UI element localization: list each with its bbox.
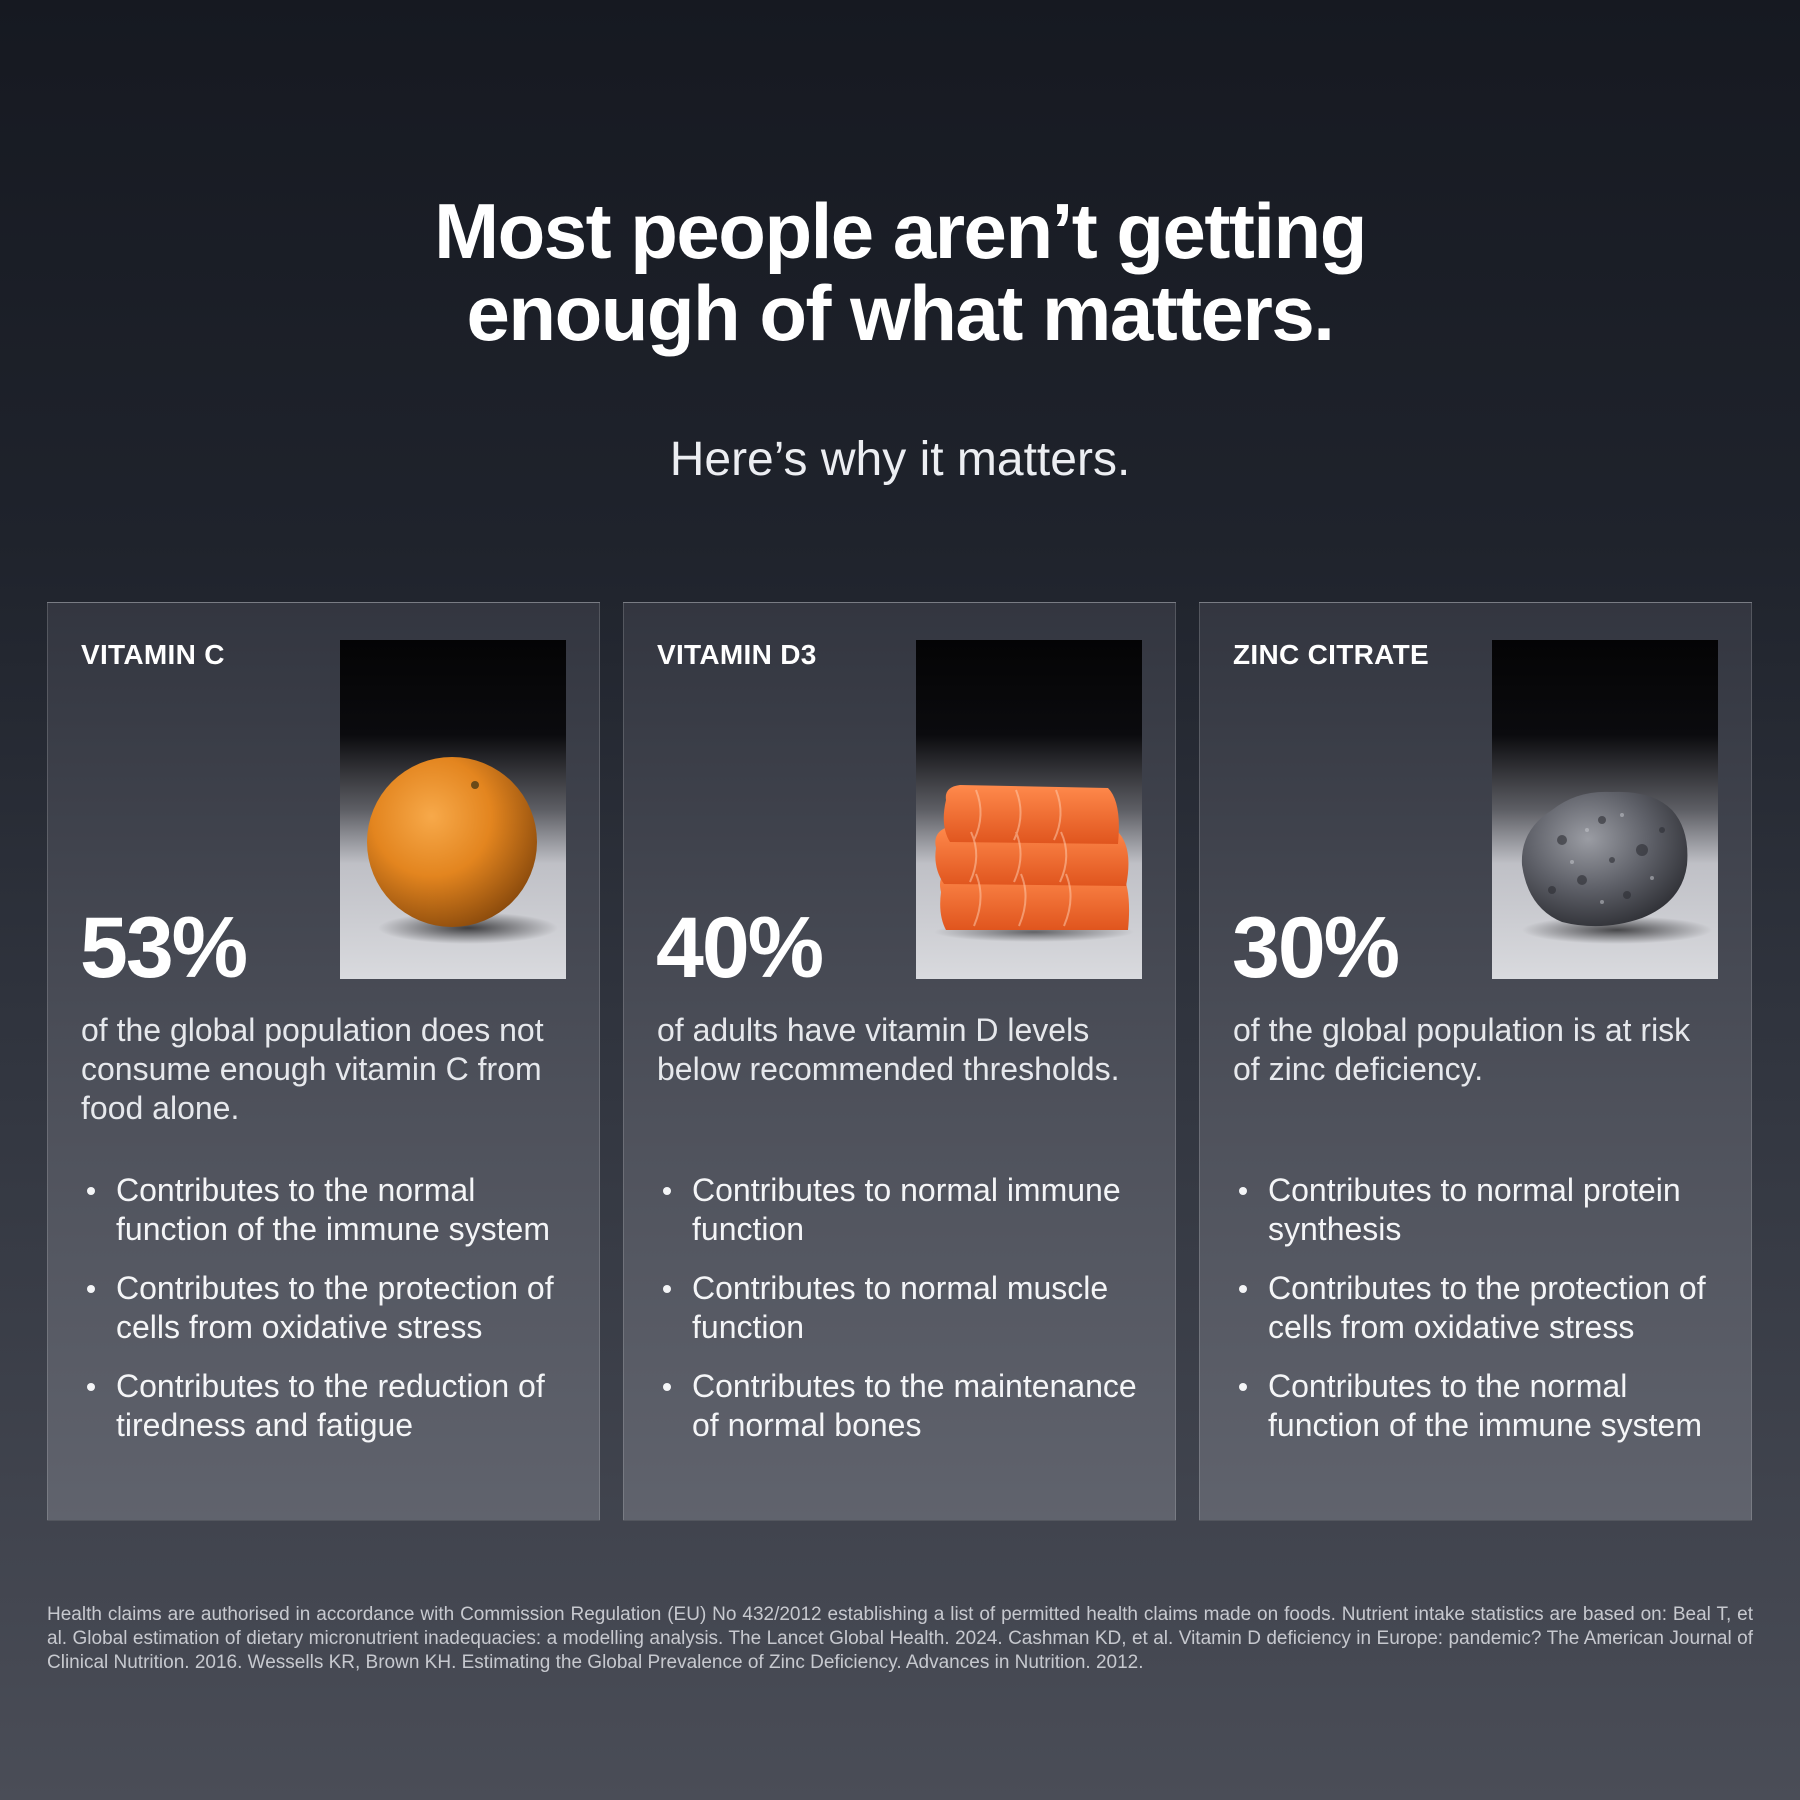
bullet-icon: [87, 1187, 95, 1195]
rock-photo: [1492, 640, 1718, 979]
bullet-icon: [87, 1285, 95, 1293]
list-item: Contributes to normal immune function: [657, 1171, 1147, 1249]
headline-line-1: Most people aren’t getting: [434, 187, 1367, 275]
card-title: VITAMIN D3: [657, 639, 817, 670]
list-item: Contributes to the reduction of tirednes…: [81, 1367, 571, 1445]
card-title: ZINC CITRATE: [1233, 639, 1429, 670]
list-item: Contributes to the maintenance of normal…: [657, 1367, 1147, 1445]
salmon-photo: [916, 640, 1142, 979]
bullet-icon: [663, 1187, 671, 1195]
list-item: Contributes to normal muscle function: [657, 1269, 1147, 1347]
footnote-disclaimer: Health claims are authorised in accordan…: [47, 1604, 1753, 1673]
card-title: VITAMIN C: [81, 639, 225, 670]
card-vitamin-d3: VITAMIN D3 40% of: [623, 602, 1176, 1521]
card-vitamin-c: VITAMIN C 53% of the global population d…: [47, 602, 600, 1521]
percent-stat: 40%: [656, 900, 824, 996]
orange-photo: [340, 640, 566, 979]
benefit-list: Contributes to normal immune function Co…: [657, 1171, 1147, 1465]
list-item: Contributes to the normal function of th…: [1233, 1367, 1723, 1445]
list-item: Contributes to the normal function of th…: [81, 1171, 571, 1249]
percent-stat: 53%: [80, 900, 248, 996]
list-item: Contributes to the protection of cells f…: [1233, 1269, 1723, 1347]
stat-description: of adults have vitamin D levels below re…: [657, 1012, 1120, 1087]
subheadline: Here’s why it matters.: [669, 433, 1131, 486]
headline-line-2: enough of what matters.: [466, 269, 1335, 357]
benefit-list: Contributes to the normal function of th…: [81, 1171, 571, 1465]
bullet-icon: [87, 1383, 95, 1391]
benefit-list: Contributes to normal protein synthesis …: [1233, 1171, 1723, 1465]
bullet-icon: [1239, 1285, 1247, 1293]
bullet-icon: [1239, 1383, 1247, 1391]
stat-description: of the global population is at risk of z…: [1233, 1012, 1691, 1087]
bullet-icon: [1239, 1187, 1247, 1195]
bullet-icon: [663, 1285, 671, 1293]
headline: Most people aren’t getting enough of wha…: [0, 190, 1800, 354]
list-item: Contributes to the protection of cells f…: [81, 1269, 571, 1347]
stat-description: of the global population does not consum…: [81, 1012, 544, 1126]
percent-stat: 30%: [1232, 900, 1400, 996]
list-item: Contributes to normal protein synthesis: [1233, 1171, 1723, 1249]
card-zinc-citrate: ZINC CITRATE: [1199, 602, 1752, 1521]
bullet-icon: [663, 1383, 671, 1391]
